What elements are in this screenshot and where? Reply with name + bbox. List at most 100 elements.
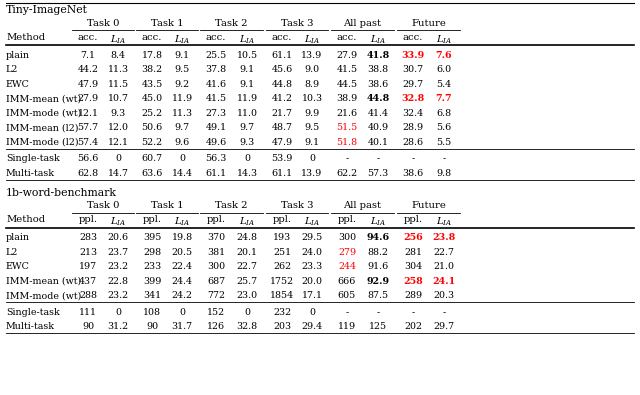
Text: 203: 203 [273,322,291,331]
Text: 29.7: 29.7 [433,322,454,331]
Text: -: - [376,154,380,163]
Text: 20.6: 20.6 [108,233,129,242]
Text: acc.: acc. [142,33,162,42]
Text: IMM-mode (l2): IMM-mode (l2) [6,137,79,147]
Text: 24.0: 24.0 [301,248,323,257]
Text: 17.1: 17.1 [301,291,323,300]
Text: 8.9: 8.9 [305,80,319,88]
Text: 23.8: 23.8 [433,233,456,242]
Text: plain: plain [6,51,30,60]
Text: $L_{IA}$: $L_{IA}$ [436,216,452,228]
Text: 25.2: 25.2 [141,109,163,118]
Text: 56.3: 56.3 [205,154,227,163]
Text: 12.1: 12.1 [108,137,129,147]
Text: 9.9: 9.9 [305,109,319,118]
Text: $L_{IA}$: $L_{IA}$ [239,33,255,45]
Text: 87.5: 87.5 [367,291,388,300]
Text: 9.1: 9.1 [305,137,319,147]
Text: 14.4: 14.4 [172,169,193,178]
Text: 300: 300 [207,262,225,271]
Text: 9.3: 9.3 [239,137,255,147]
Text: ppl.: ppl. [207,216,225,224]
Text: 20.3: 20.3 [433,291,454,300]
Text: 258: 258 [403,276,423,286]
Text: ppl.: ppl. [143,216,161,224]
Text: plain: plain [6,233,30,242]
Text: 22.7: 22.7 [237,262,257,271]
Text: 23.2: 23.2 [108,291,129,300]
Text: 0: 0 [115,154,121,163]
Text: acc.: acc. [206,33,226,42]
Text: 9.8: 9.8 [436,169,452,178]
Text: 24.2: 24.2 [172,291,193,300]
Text: 11.9: 11.9 [236,94,257,103]
Text: 23.2: 23.2 [108,262,129,271]
Text: 7.1: 7.1 [81,51,95,60]
Text: 21.7: 21.7 [271,109,292,118]
Text: 22.8: 22.8 [108,276,129,286]
Text: 40.9: 40.9 [367,123,388,132]
Text: 395: 395 [143,233,161,242]
Text: 152: 152 [207,308,225,317]
Text: 6.0: 6.0 [436,65,452,74]
Text: 13.9: 13.9 [301,169,323,178]
Text: 61.1: 61.1 [271,169,292,178]
Text: acc.: acc. [78,33,98,42]
Text: 283: 283 [79,233,97,242]
Text: 10.5: 10.5 [236,51,257,60]
Text: 10.3: 10.3 [301,94,323,103]
Text: Task 3: Task 3 [281,201,313,211]
Text: 5.4: 5.4 [436,80,452,88]
Text: Multi-task: Multi-task [6,169,55,178]
Text: -: - [346,308,349,317]
Text: 44.2: 44.2 [77,65,99,74]
Text: Task 1: Task 1 [150,201,183,211]
Text: Single-task: Single-task [6,308,60,317]
Text: 0: 0 [244,308,250,317]
Text: 28.9: 28.9 [403,123,424,132]
Text: 38.2: 38.2 [141,65,163,74]
Text: 37.8: 37.8 [205,65,227,74]
Text: 9.7: 9.7 [175,123,189,132]
Text: 0: 0 [115,308,121,317]
Text: 51.5: 51.5 [337,123,358,132]
Text: 7.6: 7.6 [436,51,452,60]
Text: 437: 437 [79,276,97,286]
Text: 22.7: 22.7 [433,248,454,257]
Text: 41.8: 41.8 [366,51,390,60]
Text: 0: 0 [244,154,250,163]
Text: 381: 381 [207,248,225,257]
Text: 0: 0 [179,308,185,317]
Text: 108: 108 [143,308,161,317]
Text: $L_{IA}$: $L_{IA}$ [304,216,320,228]
Text: 251: 251 [273,248,291,257]
Text: 92.9: 92.9 [367,276,390,286]
Text: 24.4: 24.4 [172,276,193,286]
Text: -: - [346,154,349,163]
Text: 49.6: 49.6 [205,137,227,147]
Text: ppl.: ppl. [403,216,422,224]
Text: 44.8: 44.8 [271,80,292,88]
Text: Single-task: Single-task [6,154,60,163]
Text: 9.1: 9.1 [239,65,255,74]
Text: Task 1: Task 1 [150,19,183,28]
Text: 91.6: 91.6 [367,262,388,271]
Text: 7.7: 7.7 [436,94,452,103]
Text: ppl.: ppl. [273,216,291,224]
Text: IMM-mean (wt): IMM-mean (wt) [6,276,81,286]
Text: 399: 399 [143,276,161,286]
Text: 60.7: 60.7 [141,154,163,163]
Text: 370: 370 [207,233,225,242]
Text: 11.5: 11.5 [108,80,129,88]
Text: 41.5: 41.5 [205,94,227,103]
Text: 27.9: 27.9 [337,51,358,60]
Text: 22.4: 22.4 [172,262,193,271]
Text: 57.7: 57.7 [77,123,99,132]
Text: 50.6: 50.6 [141,123,163,132]
Text: 52.2: 52.2 [141,137,163,147]
Text: 25.5: 25.5 [205,51,227,60]
Text: 304: 304 [404,262,422,271]
Text: 88.2: 88.2 [367,248,388,257]
Text: 14.7: 14.7 [108,169,129,178]
Text: EWC: EWC [6,80,30,88]
